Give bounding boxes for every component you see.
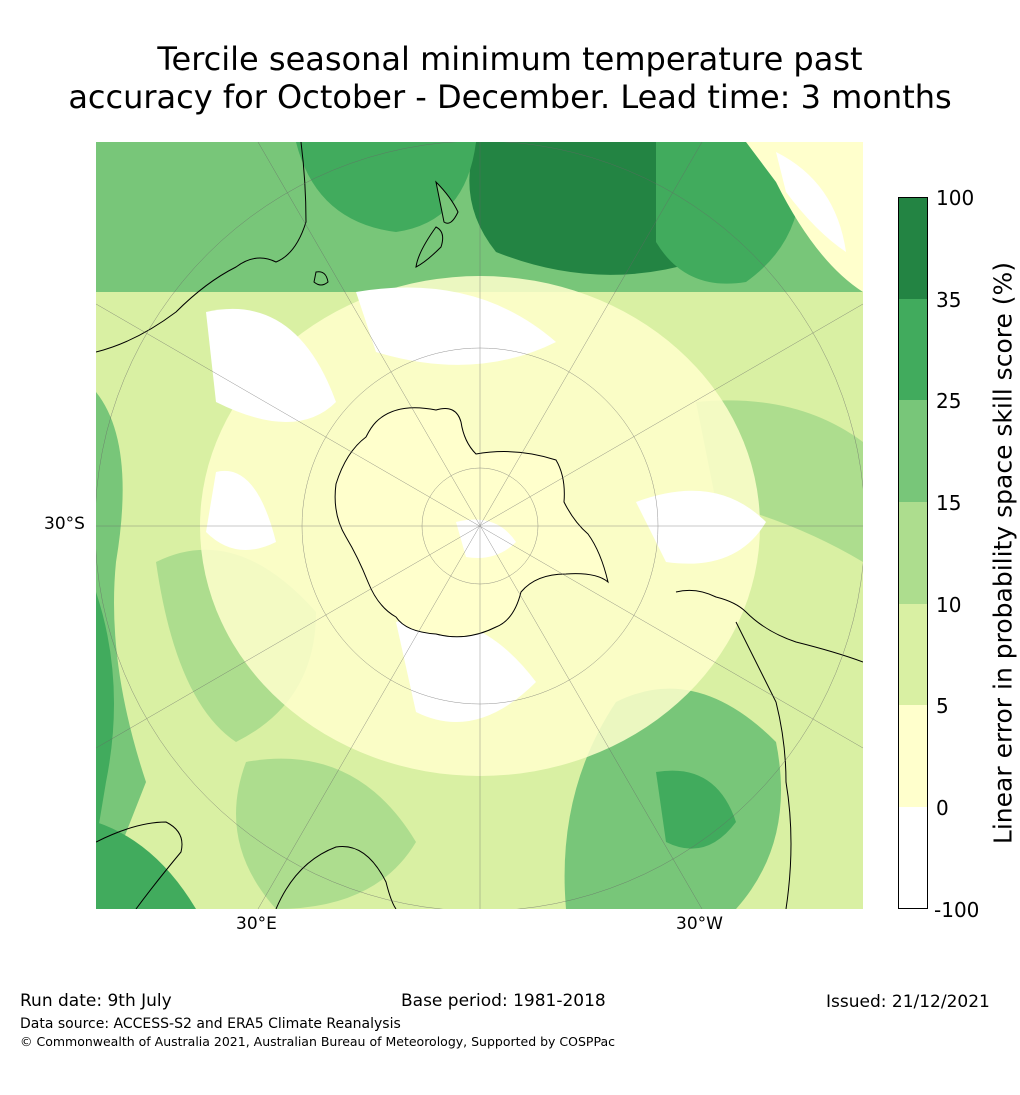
base-period: Base period: 1981-2018	[401, 991, 606, 1011]
issued-date: Issued: 21/12/2021	[826, 992, 990, 1012]
colorbar-bin-0-5	[898, 705, 928, 807]
field-patch-left-dark	[96, 592, 114, 842]
colorbar-tick-10: 10	[936, 593, 962, 617]
field-patch-left-green	[96, 392, 146, 909]
south-america-coastline	[675, 589, 863, 909]
colorbar-tick-100: 100	[936, 186, 975, 210]
colorbar-bin-5-10	[898, 604, 928, 705]
field-patch-white-east	[636, 490, 766, 564]
field-patch-light-ne	[746, 142, 863, 292]
new-zealand-south	[415, 226, 444, 268]
colorbar-tick-15: 15	[936, 491, 962, 515]
title-line-2: accuracy for October - December. Lead ti…	[68, 78, 952, 116]
copyright: © Commonwealth of Australia 2021, Austra…	[20, 1034, 615, 1049]
tasmania	[313, 271, 329, 286]
colorbar-bin-10-15	[898, 502, 928, 604]
africa-coastline	[96, 821, 397, 909]
antarctica-white-patch	[456, 519, 516, 558]
field-patch-white-west	[206, 308, 336, 422]
data-source: Data source: ACCESS-S2 and ERA5 Climate …	[20, 1016, 401, 1032]
field-patch-top-right	[656, 142, 801, 284]
colorbar-tick-5: 5	[936, 694, 949, 718]
field-patch-white-ne	[776, 152, 846, 252]
chart-title: Tercile seasonal minimum temperature pas…	[0, 40, 1020, 116]
field-patch-white-north	[356, 287, 556, 365]
colorbar-tick-25: 25	[936, 389, 962, 413]
graticule-meridian-60w	[96, 303, 863, 749]
field-patch-white-south	[396, 618, 536, 722]
colorbar-tick-neg100: -100	[934, 898, 980, 922]
field-patch-top-dark	[469, 142, 710, 275]
field-patch-bottom-left	[96, 822, 196, 909]
colorbar-tick-35: 35	[936, 288, 962, 312]
title-line-1: Tercile seasonal minimum temperature pas…	[157, 40, 863, 78]
colorbar-tick-0: 0	[936, 796, 949, 820]
colorbar-bin-35-100	[898, 197, 928, 299]
field-patch-white-sw	[206, 470, 276, 550]
field-patch-top-mid	[296, 142, 476, 232]
lat-label-30s: 30°S	[44, 514, 85, 534]
new-zealand-north	[435, 180, 459, 224]
field-patch-bottom-right-dark	[656, 770, 736, 849]
australia-coastline	[96, 142, 307, 353]
colorbar-bin-25-35	[898, 299, 928, 400]
field-patch-bottom-mid	[236, 758, 416, 909]
run-date: Run date: 9th July	[20, 991, 172, 1011]
lon-label-30w: 30°W	[676, 914, 723, 934]
polar-skill-map	[96, 142, 863, 909]
colorbar-bin-neg100-0	[898, 807, 928, 909]
colorbar-bin-15-25	[898, 400, 928, 502]
lon-label-30e: 30°E	[236, 914, 277, 934]
colorbar	[898, 197, 928, 909]
colorbar-frame	[898, 197, 928, 909]
colorbar-title: Linear error in probability space skill …	[988, 261, 1018, 845]
